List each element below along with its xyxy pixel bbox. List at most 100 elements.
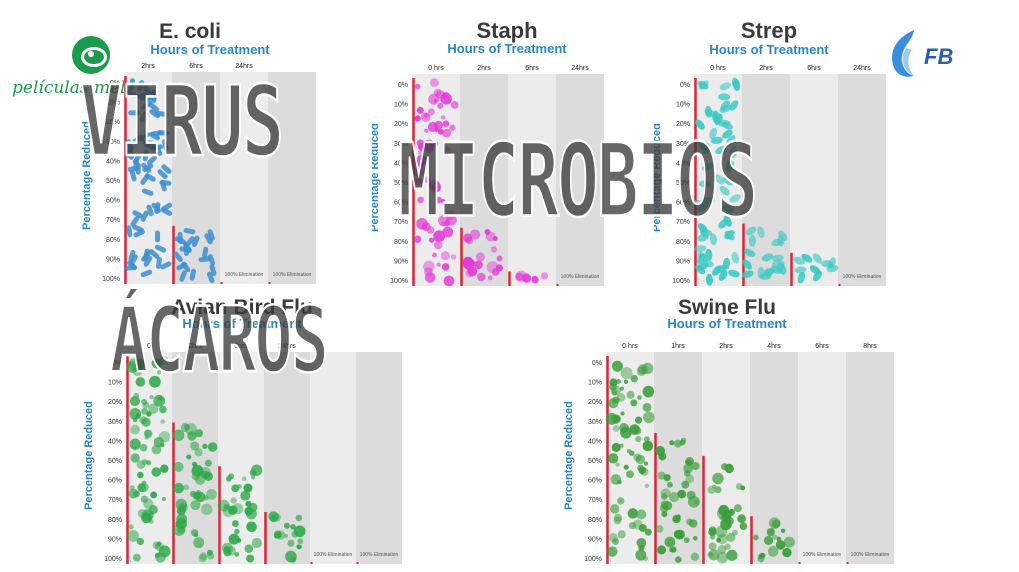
ecoli-microbe (141, 188, 154, 196)
swine-microbe (636, 538, 647, 548)
staph-microbe (418, 150, 423, 155)
avian-microbe (237, 484, 242, 489)
avian-microbe (190, 441, 200, 451)
swine-microbe (661, 493, 668, 500)
strep-title: Strep (740, 18, 798, 43)
ecoli-microbe (141, 162, 152, 173)
swine-microbe (637, 395, 642, 400)
ecoli-microbe (129, 254, 138, 266)
strep-microbe (701, 163, 714, 172)
staph-microbe (496, 255, 503, 262)
swine-microbe (611, 360, 623, 372)
staph-microbe (423, 139, 435, 151)
ecoli-microbe (140, 174, 150, 185)
staph-microbe (474, 260, 483, 270)
swine-microbe (613, 516, 622, 525)
strep-microbe (722, 204, 734, 214)
avian-microbe (251, 537, 262, 549)
avian-microbe (290, 524, 296, 530)
swine-microbe (716, 537, 722, 543)
strep-y-tick: 60% (676, 200, 690, 207)
avian-microbe (193, 537, 205, 549)
ecoli-column-bg (220, 72, 268, 284)
strep-microbe (761, 253, 774, 262)
swine-microbe (634, 416, 643, 424)
staph-microbe (423, 267, 433, 277)
ecoli-microbe (140, 269, 153, 278)
avian-y-tick: 70% (108, 497, 122, 504)
swine-microbe (686, 490, 696, 500)
brand-name-left: películas mel s.a. (12, 78, 161, 98)
swine-microbe (725, 522, 731, 528)
swine-microbe (629, 424, 640, 435)
strep-microbe (719, 185, 730, 196)
avian-microbe (141, 407, 148, 415)
swine-y-tick: 50% (588, 458, 602, 465)
staph-microbe (412, 167, 422, 178)
ecoli-microbe (159, 180, 172, 186)
swine-microbe (608, 398, 619, 409)
strep-microbe (728, 269, 740, 278)
overlay-microbios: MICROBIOS (397, 121, 759, 241)
staph-microbe (440, 198, 446, 204)
avian-column-bg (310, 352, 356, 564)
avian-microbe (194, 474, 206, 485)
staph-title: Staph (476, 18, 538, 43)
swine-microbe (739, 522, 748, 531)
staph-microbe (450, 101, 459, 109)
avian-title: Avian Bird Flu (171, 296, 313, 319)
avian-microbe (177, 525, 186, 535)
ecoli-microbe (189, 268, 197, 281)
avian-microbe (175, 517, 187, 530)
ecoli-title: E. coli (159, 20, 221, 43)
staph-microbe (414, 115, 421, 122)
fb-wave-icon (892, 30, 914, 77)
strep-microbe (812, 253, 823, 264)
swine-microbe (609, 504, 620, 514)
avian-microbe (127, 530, 139, 542)
ecoli-microbe (146, 155, 157, 166)
strep-microbe (745, 226, 757, 236)
ecoli-microbe (176, 262, 188, 271)
staph-column-bg (460, 74, 508, 286)
avian-elimination-label: 100% Elimination (360, 552, 399, 558)
swine-microbe (708, 549, 720, 561)
strep-y-tick: 10% (676, 102, 690, 109)
staph-microbe (424, 176, 431, 184)
ecoli-chart: Percentage Reduced 0% 10% 20% 30% 40% 50% 60% 70… (81, 63, 316, 284)
ecoli-y-tick: 10% (106, 100, 120, 107)
swine-microbe (680, 437, 687, 444)
swine-microbe (673, 439, 682, 448)
peliculas-mel-logo: películas mel s.a. (8, 32, 188, 104)
ecoli-microbe (128, 110, 141, 116)
strep-microbe (729, 194, 741, 203)
avian-y-tick: 30% (108, 419, 122, 426)
swine-microbe (689, 519, 698, 528)
swine-microbe (714, 486, 722, 494)
swine-microbe (619, 386, 624, 391)
strep-microbe (748, 234, 756, 247)
ecoli-microbe (129, 78, 135, 91)
swine-column-bg (846, 352, 894, 564)
swine-microbe (661, 511, 668, 518)
avian-microbe (128, 358, 141, 371)
ecoli-microbe (202, 246, 209, 259)
ecoli-microbe (183, 242, 192, 253)
swine-microbe (657, 471, 666, 480)
swine-microbe (611, 414, 621, 424)
swine-microbe (660, 488, 671, 499)
swine-microbe (655, 525, 664, 533)
staph-microbe (414, 83, 421, 90)
swine-panel: Swine Flu Hours of Treatment Percentage … (562, 292, 896, 570)
swine-microbe (616, 379, 622, 384)
overlay-acaros: ÁCAROS (109, 287, 329, 394)
staph-y-tick: 90% (394, 258, 408, 265)
swine-microbe (726, 549, 738, 561)
avian-microbe (273, 534, 279, 539)
avian-column-header: 6hrs (234, 343, 248, 350)
strep-microbe (700, 226, 709, 238)
avian-microbe (204, 459, 212, 467)
avian-microbe (287, 539, 295, 547)
strep-column-header: 24hrs (853, 65, 871, 72)
swine-y-tick: 100% (584, 556, 602, 563)
